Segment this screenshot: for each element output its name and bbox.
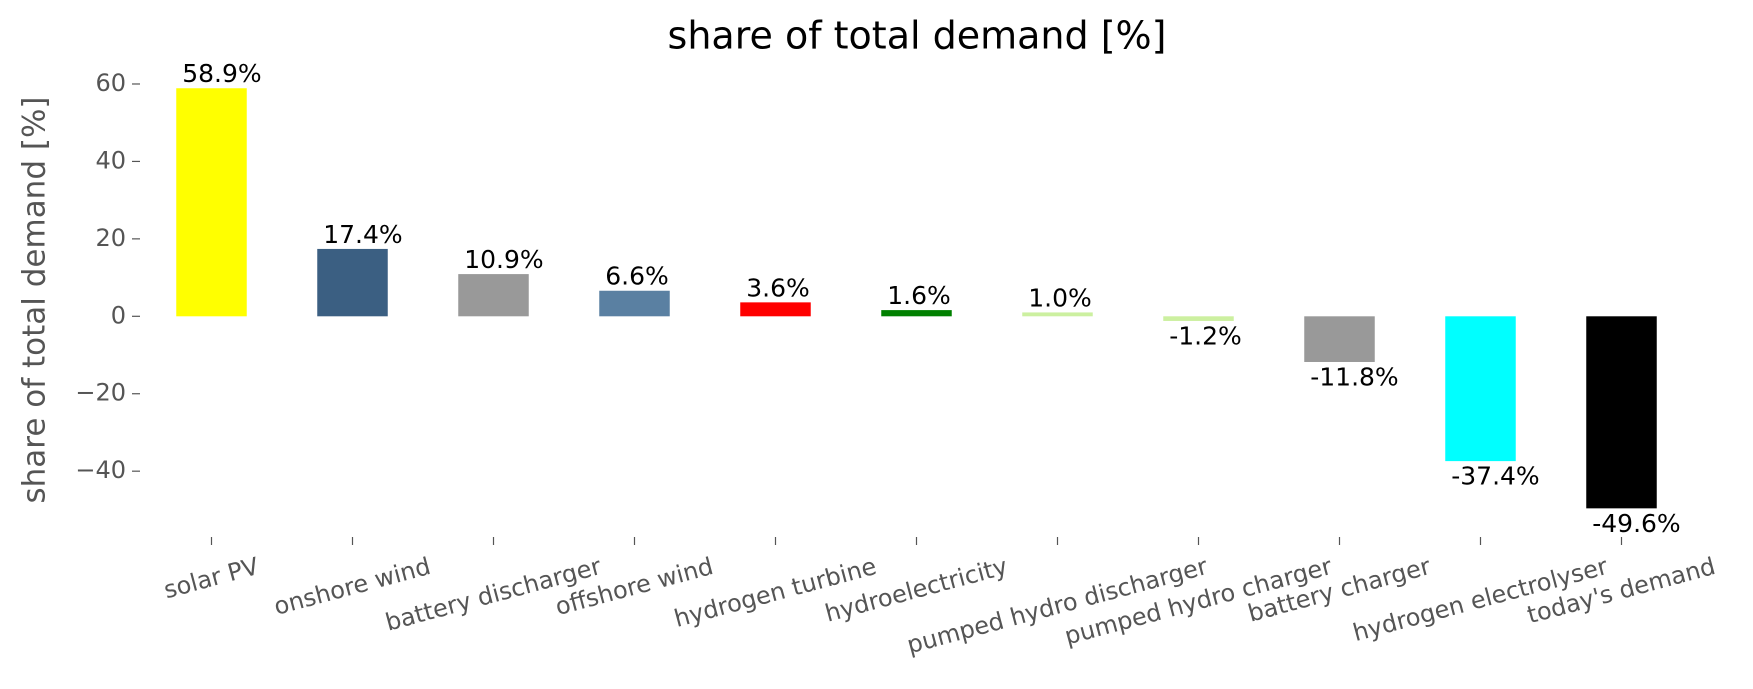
chart-title: share of total demand [%] bbox=[668, 14, 1167, 58]
bar bbox=[1163, 316, 1234, 321]
value-label: 10.9% bbox=[464, 245, 543, 274]
bar bbox=[176, 88, 247, 317]
bar bbox=[881, 310, 952, 317]
value-label: -1.2% bbox=[1169, 321, 1242, 350]
y-tick-label: 60 bbox=[95, 69, 126, 97]
bar bbox=[458, 274, 529, 317]
bar bbox=[1304, 316, 1375, 362]
value-label: 1.6% bbox=[887, 281, 951, 310]
bar bbox=[1586, 316, 1657, 509]
value-label: 58.9% bbox=[182, 59, 261, 88]
bar bbox=[1445, 316, 1516, 462]
y-tick-label: 20 bbox=[95, 224, 126, 252]
value-label: -37.4% bbox=[1451, 462, 1539, 491]
bar bbox=[317, 248, 388, 317]
value-label: -11.8% bbox=[1310, 362, 1398, 391]
y-tick-label: 40 bbox=[95, 146, 126, 174]
bar bbox=[740, 302, 811, 317]
x-tick-label: solar PV bbox=[161, 552, 262, 604]
value-label: 6.6% bbox=[605, 262, 669, 291]
bar bbox=[599, 290, 670, 317]
y-tick-label: −20 bbox=[75, 379, 126, 407]
value-label: 3.6% bbox=[746, 273, 810, 302]
value-label: 1.0% bbox=[1028, 283, 1092, 312]
value-label: -49.6% bbox=[1592, 509, 1680, 538]
y-axis-label: share of total demand [%] bbox=[17, 96, 53, 503]
y-tick-label: −40 bbox=[75, 456, 126, 484]
value-label: 17.4% bbox=[323, 220, 402, 249]
bar bbox=[1022, 312, 1093, 317]
y-tick-label: 0 bbox=[111, 301, 126, 329]
